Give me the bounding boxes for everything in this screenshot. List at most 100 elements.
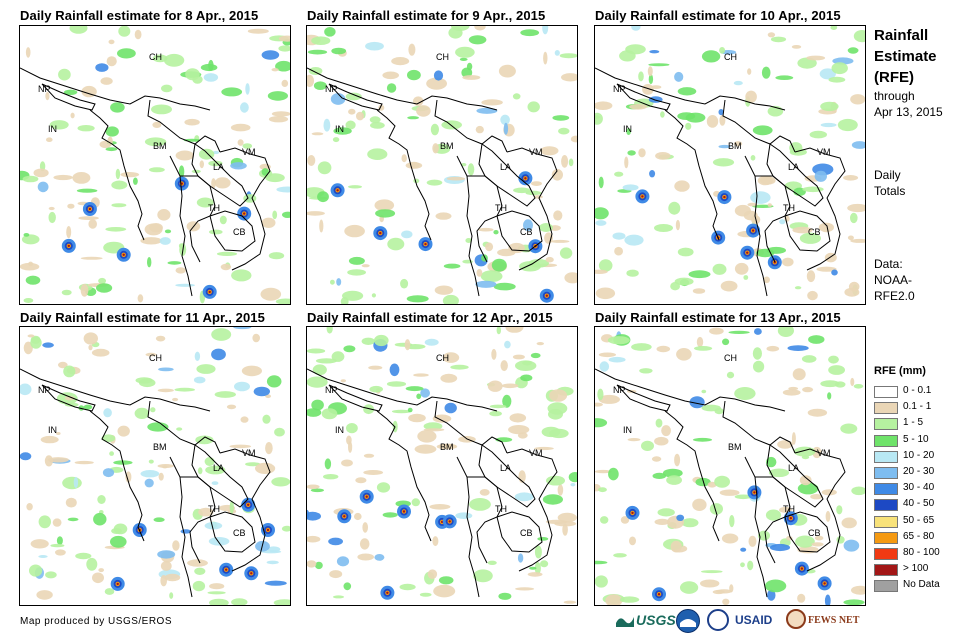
fews-net-logo-text: FEWS NET xyxy=(808,614,860,626)
country-label-in: IN xyxy=(623,124,632,134)
country-label-la: LA xyxy=(788,162,800,172)
country-label-th: TH xyxy=(208,203,220,213)
legend-label: 5 - 10 xyxy=(903,433,929,445)
country-borders xyxy=(20,368,271,598)
legend-swatch xyxy=(874,467,898,479)
country-label-in: IN xyxy=(48,425,57,435)
rainfall-map-10apr: CH NP IN BM LA VM TH CB xyxy=(594,25,866,305)
country-label-bm: BM xyxy=(728,141,742,151)
country-label-in: IN xyxy=(48,124,57,134)
legend-swatch xyxy=(874,548,898,560)
country-label-cb: CB xyxy=(520,528,533,538)
rainfall-map-9apr: CH NP IN BM LA VM TH CB xyxy=(306,25,578,305)
country-label-vm: VM xyxy=(817,147,831,157)
country-label-cb: CB xyxy=(520,227,533,237)
rfe-heading: Rainfall Estimate (RFE) xyxy=(874,25,937,88)
noaa-seal-icon xyxy=(676,609,700,633)
country-label-ch: CH xyxy=(724,52,737,62)
country-label-la: LA xyxy=(788,463,800,473)
panel-title-8apr: Daily Rainfall estimate for 8 Apr., 2015 xyxy=(20,8,259,23)
country-label-la: LA xyxy=(213,162,225,172)
country-borders xyxy=(595,368,846,598)
legend-label: No Data xyxy=(903,579,940,591)
rainfall-field xyxy=(20,26,290,304)
map-canvas xyxy=(595,26,865,304)
rainfall-map-11apr: CH NP IN BM LA VM TH CB xyxy=(19,326,291,606)
map-canvas xyxy=(307,327,577,605)
country-label-ch: CH xyxy=(149,353,162,363)
legend-swatch xyxy=(874,531,898,544)
legend-swatch xyxy=(874,483,898,496)
country-borders xyxy=(307,368,558,598)
country-label-th: TH xyxy=(783,203,795,213)
map-canvas xyxy=(595,327,865,605)
country-label-th: TH xyxy=(208,504,220,514)
panel-title-11apr: Daily Rainfall estimate for 11 Apr., 201… xyxy=(20,310,265,325)
usgs-logo-text: USGS xyxy=(636,612,676,628)
through-label: through xyxy=(874,89,915,103)
rainfall-field xyxy=(20,327,290,605)
rfe-heading-line1: Rainfall xyxy=(874,27,929,44)
rainfall-field xyxy=(595,26,865,301)
rainfall-field xyxy=(595,327,865,605)
country-label-ch: CH xyxy=(436,52,449,62)
usgs-logo: USGS xyxy=(616,608,676,632)
panel-title-9apr: Daily Rainfall estimate for 9 Apr., 2015 xyxy=(307,8,546,23)
rainfall-map-13apr: CH NP IN BM LA VM TH CB xyxy=(594,326,866,606)
legend-swatch xyxy=(874,499,898,512)
legend-swatch xyxy=(874,515,898,528)
country-label-cb: CB xyxy=(233,227,246,237)
country-label-np: NP xyxy=(613,84,626,94)
country-label-np: NP xyxy=(613,385,626,395)
legend-label: 0 - 0.1 xyxy=(903,385,932,396)
legend-label: > 100 xyxy=(903,563,929,575)
country-label-np: NP xyxy=(325,385,338,395)
country-label-cb: CB xyxy=(808,528,821,538)
fews-net-emblem-icon xyxy=(786,609,806,629)
country-label-th: TH xyxy=(495,203,507,213)
country-label-ch: CH xyxy=(149,52,162,62)
legend-label: 50 - 65 xyxy=(903,514,935,526)
country-label-np: NP xyxy=(38,385,51,395)
country-label-th: TH xyxy=(495,504,507,514)
data-source-line2: RFE2.0 xyxy=(874,289,915,303)
legend-label: 10 - 20 xyxy=(903,449,935,461)
legend-label: 30 - 40 xyxy=(903,482,935,494)
rainfall-map-12apr: CH NP IN BM LA VM TH CB xyxy=(306,326,578,606)
legend-swatch xyxy=(874,450,898,463)
country-label-bm: BM xyxy=(440,442,454,452)
country-borders xyxy=(20,67,271,297)
legend-label: 20 - 30 xyxy=(903,466,935,477)
country-label-vm: VM xyxy=(242,147,256,157)
country-borders xyxy=(307,67,558,297)
rfe-heading-line3: (RFE) xyxy=(874,69,914,86)
legend-swatch xyxy=(874,564,898,577)
fews-net-logo: FEWS NET xyxy=(808,608,859,632)
country-label-bm: BM xyxy=(153,442,167,452)
panel-title-10apr: Daily Rainfall estimate for 10 Apr., 201… xyxy=(595,8,841,23)
data-label: Data: xyxy=(874,257,903,271)
panel-title-12apr: Daily Rainfall estimate for 12 Apr., 201… xyxy=(307,310,553,325)
usaid-seal-icon xyxy=(707,609,729,631)
country-label-np: NP xyxy=(325,84,338,94)
country-label-vm: VM xyxy=(529,448,543,458)
legend-swatch xyxy=(874,386,898,398)
legend-title: RFE (mm) xyxy=(874,365,926,377)
rainfall-field xyxy=(307,327,577,604)
usaid-logo-text: USAID xyxy=(735,613,773,627)
country-label-cb: CB xyxy=(808,227,821,237)
map-canvas xyxy=(20,26,290,304)
country-label-np: NP xyxy=(38,84,51,94)
rainfall-map-8apr: CH NP IN BM LA VM TH CB xyxy=(19,25,291,305)
country-label-bm: BM xyxy=(728,442,742,452)
country-borders xyxy=(595,67,846,297)
legend-swatch xyxy=(874,434,898,447)
map-canvas xyxy=(307,26,577,304)
usaid-logo: USAID xyxy=(735,608,772,632)
data-source-line1: NOAA- xyxy=(874,273,913,287)
country-label-in: IN xyxy=(623,425,632,435)
country-label-bm: BM xyxy=(153,141,167,151)
rainfall-field xyxy=(307,26,577,304)
panel-title-13apr: Daily Rainfall estimate for 13 Apr., 201… xyxy=(595,310,841,325)
country-label-bm: BM xyxy=(440,141,454,151)
